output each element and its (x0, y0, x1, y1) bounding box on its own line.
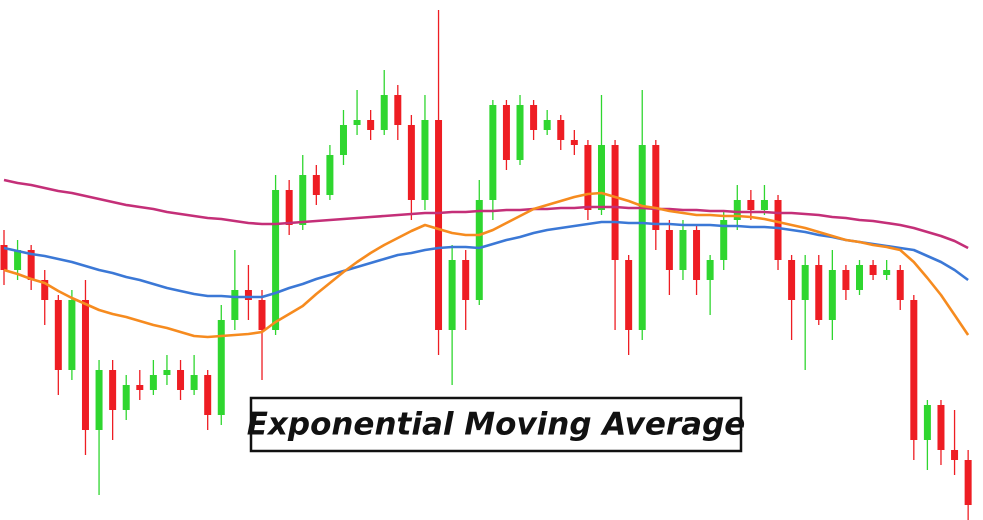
candle-body (516, 105, 524, 160)
candle-body (421, 120, 429, 200)
candle-body (665, 230, 673, 270)
candle-body (557, 120, 565, 140)
candle-body (937, 405, 945, 450)
candle-body (0, 245, 8, 270)
candle-body (815, 265, 823, 320)
candle-body (190, 375, 198, 390)
candle-body (801, 265, 809, 300)
candle-body (68, 300, 76, 370)
candle-body (272, 190, 280, 330)
candle-body (720, 220, 728, 260)
candle-body (842, 270, 850, 290)
candle-body (530, 105, 538, 130)
candle-body (760, 200, 768, 210)
candle-body (828, 270, 836, 320)
candle-body (869, 265, 877, 275)
candle-body (448, 260, 456, 330)
candle-body (326, 155, 334, 195)
candle-body (54, 300, 62, 370)
candle-body (584, 145, 592, 210)
candle-body (244, 290, 252, 300)
candle-body (204, 375, 212, 415)
candle-body (177, 370, 185, 390)
candle-body (774, 200, 782, 260)
candle-body (109, 370, 117, 410)
ema-line (3, 178, 969, 250)
candle-body (693, 230, 701, 280)
candle-body (856, 265, 864, 290)
candle-body (570, 140, 578, 145)
candle-body (679, 230, 687, 270)
candle-body (462, 260, 470, 300)
candle-body (339, 125, 347, 155)
candle-body (217, 320, 225, 415)
candle-body (625, 260, 633, 330)
candle-body (788, 260, 796, 300)
ema-lines (3, 178, 970, 339)
candle-body (41, 280, 49, 300)
candle-body (896, 270, 904, 300)
candle-body (407, 125, 415, 200)
candle-body (231, 290, 239, 320)
candle-body (353, 120, 361, 125)
candle-body (299, 175, 307, 225)
candle-body (597, 145, 605, 210)
candle-body (611, 145, 619, 260)
candle-body (706, 260, 714, 280)
candle-body (95, 370, 103, 430)
candle-body (136, 385, 144, 390)
candle-body (285, 190, 293, 225)
candle-body (883, 270, 891, 275)
candle-body (435, 120, 443, 330)
candles (0, 10, 972, 520)
candle-body (14, 250, 22, 270)
candle-body (394, 95, 402, 125)
candle-body (81, 300, 89, 430)
candle-body (652, 145, 660, 230)
candle-body (733, 200, 741, 220)
candle-body (923, 405, 931, 440)
chart-title: Exponential Moving Average (247, 407, 746, 443)
candle-body (163, 370, 171, 375)
candle-body (312, 175, 320, 195)
candle-body (502, 105, 510, 160)
ema-line (3, 220, 969, 299)
candle-body (258, 300, 266, 330)
candle-body (149, 375, 157, 390)
candle-body (543, 120, 551, 130)
candle-body (910, 300, 918, 440)
ema-line (3, 191, 970, 339)
candle-body (122, 385, 130, 410)
title-box (249, 396, 743, 453)
candle-body (489, 105, 497, 200)
candle-body (367, 120, 375, 130)
candle-body (747, 200, 755, 210)
candle-body (951, 450, 959, 460)
candle-body (638, 145, 646, 330)
candle-body (475, 200, 483, 300)
candle-body (964, 460, 972, 505)
candle-body (27, 250, 35, 280)
candle-body (380, 95, 388, 130)
